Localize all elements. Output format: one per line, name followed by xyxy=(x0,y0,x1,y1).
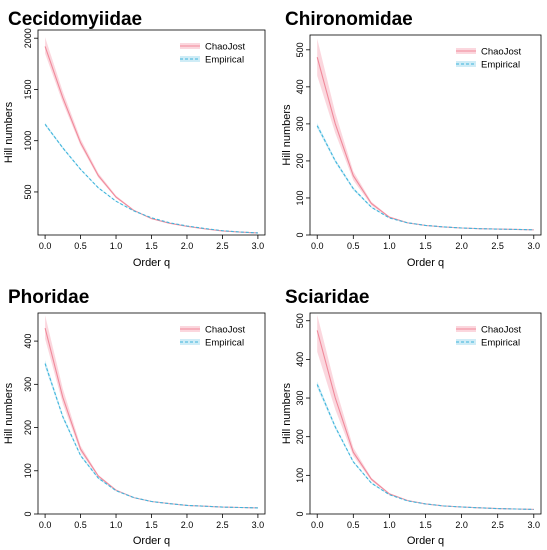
panel-title: Phoridae xyxy=(8,287,89,308)
series-line-empirical xyxy=(316,384,534,510)
legend-entry: Empirical xyxy=(481,338,520,349)
legend: ChaoJost Empirical xyxy=(456,325,521,349)
x-tick-label: 2.0 xyxy=(181,520,194,530)
y-tick-label: 200 xyxy=(295,153,305,168)
y-tick-label: 400 xyxy=(23,334,33,349)
y-tick-label: 1500 xyxy=(23,79,33,99)
x-tick-label: 1.0 xyxy=(110,520,123,530)
x-tick-label: 0.0 xyxy=(39,241,52,251)
x-tick-label: 0.5 xyxy=(74,241,87,251)
series-line-empirical xyxy=(316,125,534,231)
x-tick-label: 1.5 xyxy=(145,520,158,530)
y-tick-label: 0 xyxy=(295,511,305,516)
legend: ChaoJost Empirical xyxy=(180,325,245,349)
x-tick-label: 1.0 xyxy=(383,241,396,251)
x-tick-label: 0.0 xyxy=(311,520,324,530)
x-tick-label: 2.5 xyxy=(491,520,504,530)
x-tick-label: 0.0 xyxy=(311,241,324,251)
series-line-empirical xyxy=(44,123,258,234)
y-tick-label: 400 xyxy=(295,352,305,367)
x-tick-label: 3.0 xyxy=(252,241,265,251)
x-tick-label: 0.5 xyxy=(347,241,360,251)
x-tick-label: 2.5 xyxy=(216,520,229,530)
legend-entry: ChaoJost xyxy=(205,325,245,336)
panel-title: Sciaridae xyxy=(285,287,370,308)
series-band-empirical xyxy=(317,123,534,231)
x-tick-label: 3.0 xyxy=(528,241,541,251)
y-tick-label: 500 xyxy=(23,184,33,199)
x-tick-label: 2.5 xyxy=(491,241,504,251)
series-band-empirical xyxy=(45,122,258,234)
x-tick-label: 0.5 xyxy=(347,520,360,530)
chart-panel-2: Chironomidae 0.0 0.5 1.0 1.5 2.0 2.5 3.0 0 100 200… xyxy=(281,9,542,269)
y-axis-label: Hill numbers xyxy=(3,382,15,444)
series-line-chaojost xyxy=(44,46,258,234)
x-tick-label: 1.5 xyxy=(419,241,432,251)
legend: ChaoJost Empirical xyxy=(180,42,245,66)
y-axis-label: Hill numbers xyxy=(281,382,293,444)
x-tick-label: 2.0 xyxy=(455,241,468,251)
legend-entry: Empirical xyxy=(481,60,520,71)
y-tick-label: 0 xyxy=(295,232,305,237)
chart-panel-4: Sciaridae 0.0 0.5 1.0 1.5 2.0 2.5 3.0 0 100 200 300… xyxy=(281,287,542,547)
legend-entry: Empirical xyxy=(205,338,244,349)
chart-panel-3: Phoridae 0.0 0.5 1.0 1.5 2.0 2.5 3.0 0 100 200 300 4… xyxy=(3,287,266,547)
y-tick-label: 100 xyxy=(295,190,305,205)
panel-title: Cecidomyiidae xyxy=(8,9,142,30)
x-axis-label: Order q xyxy=(133,257,170,269)
y-tick-label: 300 xyxy=(295,116,305,131)
x-axis-label: Order q xyxy=(407,535,444,547)
y-tick-label: 500 xyxy=(295,42,305,57)
y-tick-label: 1000 xyxy=(23,131,33,151)
x-tick-label: 2.0 xyxy=(181,241,194,251)
x-tick-label: 1.5 xyxy=(145,241,158,251)
x-tick-label: 0.0 xyxy=(39,520,52,530)
y-tick-label: 300 xyxy=(23,377,33,392)
x-axis-label: Order q xyxy=(407,257,444,269)
series-line-chaojost xyxy=(44,327,258,509)
x-tick-label: 2.0 xyxy=(455,520,468,530)
x-tick-label: 1.0 xyxy=(383,520,396,530)
chart-panel-1: Cecidomyiidae 0.0 0.5 1.0 1.5 2.0 2.5 3.0 500 100… xyxy=(3,9,266,269)
x-tick-label: 3.0 xyxy=(252,520,265,530)
series-line-empirical xyxy=(44,363,258,509)
legend-entry: ChaoJost xyxy=(481,325,521,336)
series-line-chaojost xyxy=(316,330,534,510)
panel-title: Chironomidae xyxy=(285,9,413,30)
y-tick-label: 100 xyxy=(295,468,305,483)
y-tick-label: 500 xyxy=(295,313,305,328)
x-tick-label: 1.5 xyxy=(419,520,432,530)
y-tick-label: 2000 xyxy=(23,28,33,48)
x-tick-label: 0.5 xyxy=(74,520,87,530)
y-tick-label: 300 xyxy=(295,391,305,406)
x-tick-label: 1.0 xyxy=(110,241,123,251)
y-tick-label: 0 xyxy=(23,511,33,516)
series-line-chaojost xyxy=(316,57,534,231)
legend-entry: Empirical xyxy=(205,55,244,66)
y-axis-label: Hill numbers xyxy=(281,104,293,166)
legend: ChaoJost Empirical xyxy=(456,47,521,71)
y-tick-label: 200 xyxy=(295,429,305,444)
y-tick-label: 400 xyxy=(295,79,305,94)
legend-entry: ChaoJost xyxy=(481,47,521,58)
y-axis-label: Hill numbers xyxy=(3,101,15,163)
x-tick-label: 2.5 xyxy=(216,241,229,251)
y-tick-label: 200 xyxy=(23,420,33,435)
x-axis-label: Order q xyxy=(133,535,170,547)
legend-entry: ChaoJost xyxy=(205,42,245,53)
x-tick-label: 3.0 xyxy=(528,520,541,530)
y-tick-label: 100 xyxy=(23,463,33,478)
